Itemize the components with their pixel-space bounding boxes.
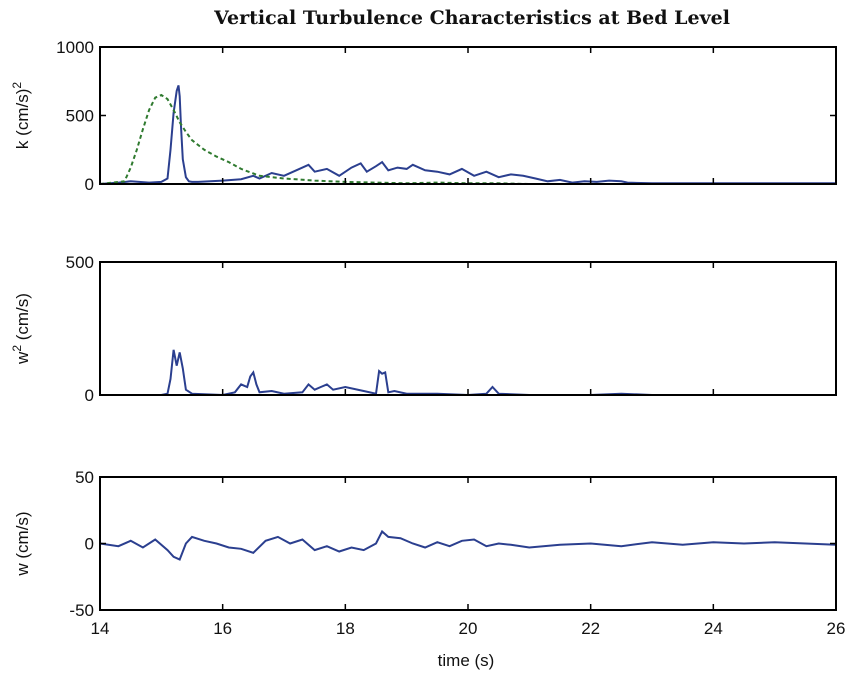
y-tick-label: 500 (66, 253, 94, 272)
y-tick-label: -50 (69, 601, 94, 620)
panel-1-frame (99, 46, 837, 185)
y-tick-label: 50 (75, 468, 94, 487)
panel-3: -50 0 50 w (cm/s) (13, 468, 837, 620)
x-tick-label: 18 (336, 619, 355, 638)
y-tick-label: 500 (66, 107, 94, 126)
y-tick-label: 0 (85, 386, 94, 405)
panel-2-frame (99, 261, 837, 396)
x-tick-label: 26 (827, 619, 846, 638)
panel-2-series-1-line (100, 349, 836, 397)
panel-1-series-1-line (99, 85, 836, 185)
y-tick-label: 0 (85, 535, 94, 554)
x-tick-label: 22 (581, 619, 600, 638)
panels: 0 500 1000 k (cm/s)2 0 500 w2 (cm/s) -50 0 50 w (c… (10, 38, 845, 638)
y-tick-label: 0 (85, 175, 94, 194)
y-tick-label: 1000 (56, 38, 94, 57)
panel-2-y-axis-label: w2 (cm/s) (10, 293, 32, 365)
panel-2: 0 500 w2 (cm/s) (10, 253, 837, 405)
panel-1-series-2-line (99, 93, 836, 185)
panel-3-series-1-line (99, 529, 837, 561)
x-tick-label: 16 (213, 619, 232, 638)
panel-1-y-axis-label: k (cm/s)2 (10, 82, 32, 149)
x-axis-label: time (s) (438, 651, 495, 670)
x-tick-label: 14 (91, 619, 110, 638)
x-tick-label: 20 (459, 619, 478, 638)
panel-3-y-axis-label: w (cm/s) (13, 511, 32, 576)
panel-1: 0 500 1000 k (cm/s)2 (10, 38, 837, 194)
chart-title: Vertical Turbulence Characteristics at B… (213, 7, 730, 29)
x-tick-label: 24 (704, 619, 723, 638)
